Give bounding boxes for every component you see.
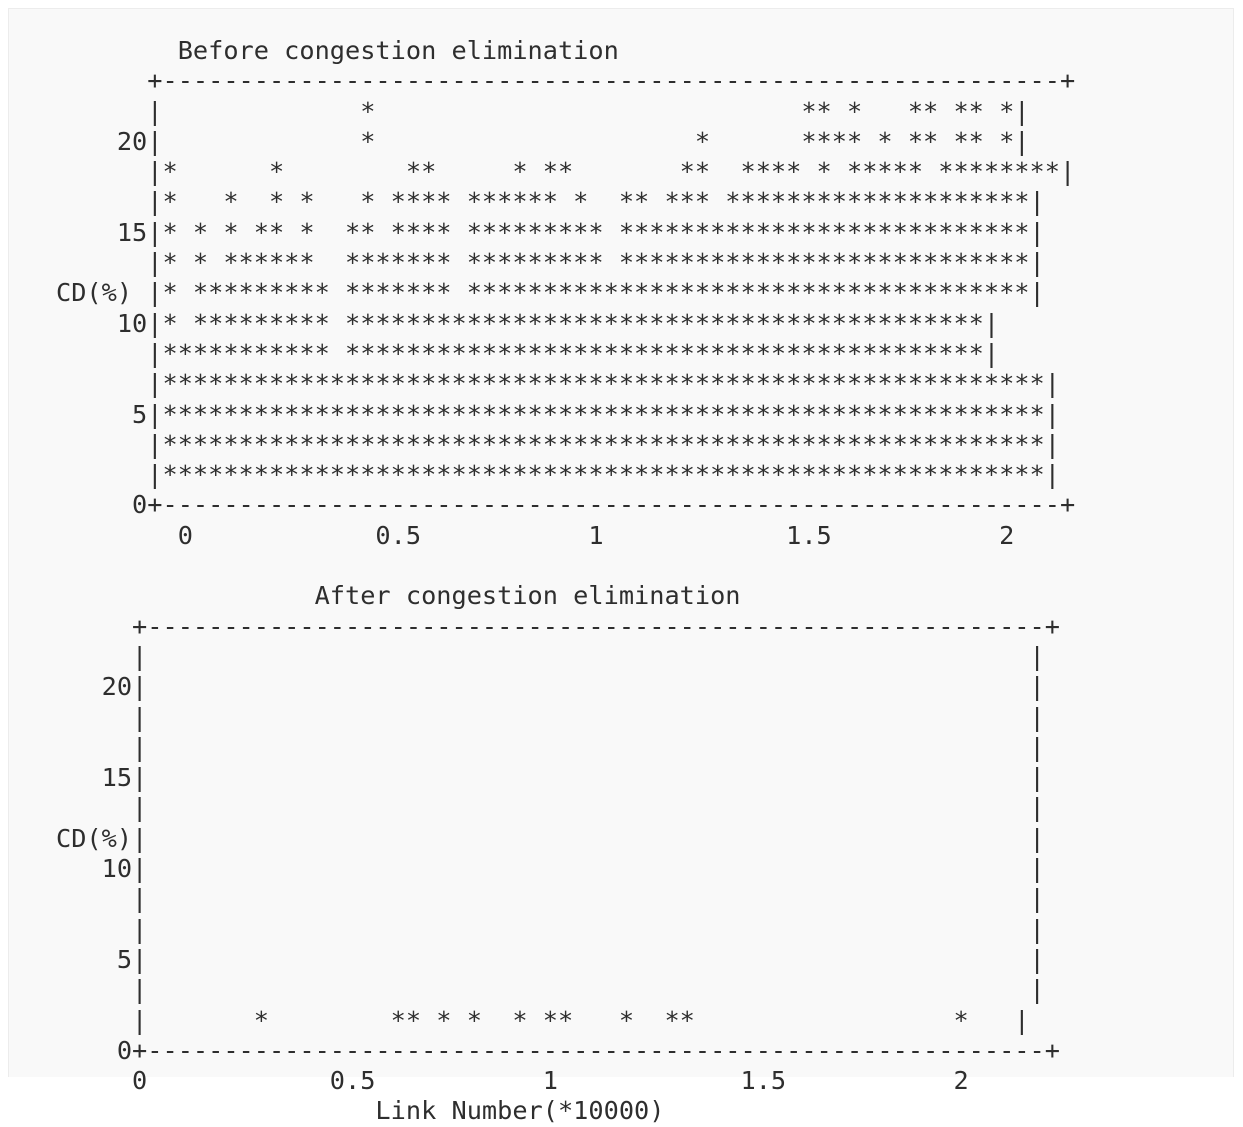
after-chart-line: 0+--------------------------------------… [56,1035,1060,1065]
before-chart-line: | * ** * ** ** *| [56,96,1030,126]
after-chart-line: | | [56,732,1045,762]
after-chart-line: CD(%)| | [56,823,1045,853]
before-chart-line: 15|* * * ** * ** **** ********* ********… [56,217,1045,247]
after-chart-line: | | [56,641,1045,671]
before-chart-line: |* * * * * **** ****** * ** *** ********… [56,187,1045,217]
after-chart-line: | | [56,793,1045,823]
before-chart-line: 10|* ********* *************************… [56,308,1000,338]
before-chart-line: |***************************************… [56,369,1060,399]
after-chart-line: 20| | [56,672,1045,702]
after-chart-line: | | [56,702,1045,732]
after-chart-line: | | [56,884,1045,914]
after-chart-line: 0 0.5 1 1.5 2 [56,1066,969,1096]
after-chart-line: 15| | [56,763,1045,793]
before-chart-line: CD(%) |* ********* ******* *************… [56,278,1045,308]
after-chart-line: | * ** * * * ** * ** * | [56,1005,1030,1035]
figure-panel: Before congestion elimination +---------… [8,8,1234,1125]
before-chart-line: 0+--------------------------------------… [56,490,1076,520]
after-chart-line: 10| | [56,854,1045,884]
before-chart-line: |***************************************… [56,460,1060,490]
before-chart-line: +---------------------------------------… [56,66,1076,96]
ascii-figure: Before congestion elimination +---------… [56,36,1075,1127]
after-chart-line [56,551,1075,581]
before-chart-line: |* * ****** ******* ********* **********… [56,248,1045,278]
before-chart-line: |***************************************… [56,429,1060,459]
after-chart-line: Link Number(*10000) [56,1096,665,1126]
before-chart-line: 0 0.5 1 1.5 2 [56,520,1015,550]
after-chart-line: | | [56,975,1045,1005]
after-chart-line: 5| | [56,944,1045,974]
after-chart-line: After congestion elimination [56,581,741,611]
before-chart-line: 5|**************************************… [56,399,1060,429]
before-chart-line: |*********** ***************************… [56,338,1000,368]
after-chart-line: +---------------------------------------… [56,611,1060,641]
before-chart-line: 20| * * **** * ** ** *| [56,126,1030,156]
before-chart-line: Before congestion elimination [56,36,619,65]
before-chart-line: |* * ** * ** ** **** * ***** ********| [56,157,1076,187]
after-chart-line: | | [56,914,1045,944]
